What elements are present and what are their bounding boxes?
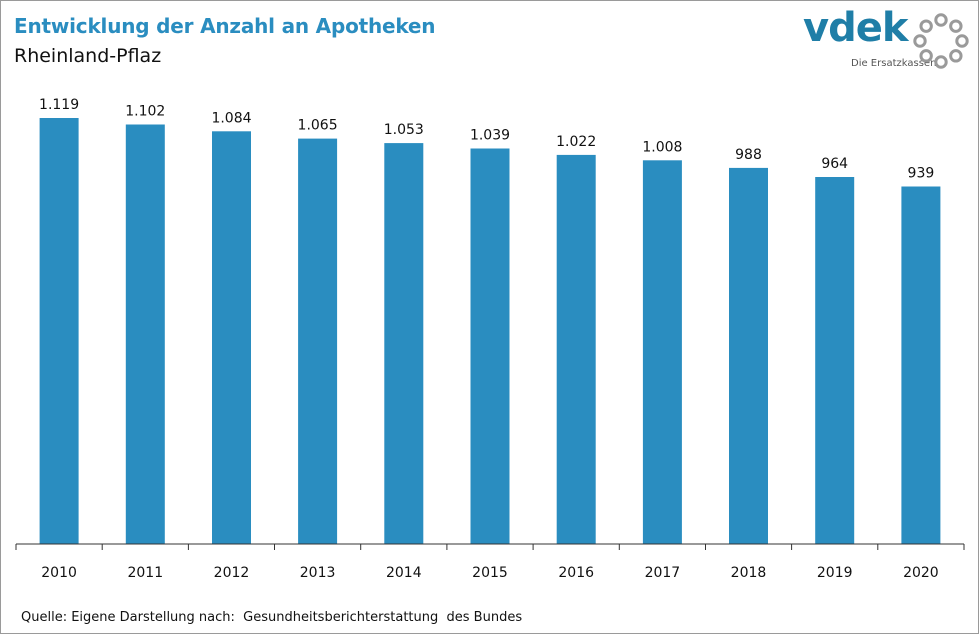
data-label-2017: 1.008 xyxy=(642,139,682,155)
data-label-2012: 1.084 xyxy=(211,110,251,126)
x-tick-label-2017: 2017 xyxy=(645,565,681,581)
bar-2019 xyxy=(815,177,855,544)
data-label-2018: 988 xyxy=(735,147,762,163)
bar-2010 xyxy=(39,118,79,544)
bar-2015 xyxy=(470,148,510,544)
page-subtitle: Rheinland-Pflaz xyxy=(14,45,162,67)
logo-ring-dot xyxy=(949,19,963,33)
data-label-2011: 1.102 xyxy=(125,104,165,120)
source-note: Quelle: Eigene Darstellung nach: Gesundh… xyxy=(21,610,523,625)
x-tick-label-2016: 2016 xyxy=(558,565,594,581)
x-tick-label-2018: 2018 xyxy=(731,565,767,581)
logo-ring-dot xyxy=(949,49,963,63)
data-label-2014: 1.053 xyxy=(384,122,424,138)
page-title: Entwicklung der Anzahl an Apotheken xyxy=(14,14,436,38)
x-tick-label-2012: 2012 xyxy=(214,565,250,581)
bar-2011 xyxy=(125,124,165,544)
data-label-2013: 1.065 xyxy=(298,118,338,134)
bar-2012 xyxy=(212,131,251,545)
x-tick-label-2013: 2013 xyxy=(300,565,336,581)
data-label-2020: 939 xyxy=(908,166,935,182)
logo-ring-dot xyxy=(934,13,948,27)
x-tick-label-2019: 2019 xyxy=(817,565,853,581)
data-label-2015: 1.039 xyxy=(470,128,510,144)
logo-ring-dot xyxy=(955,34,969,48)
bar-2020 xyxy=(901,186,941,544)
vdek-logo: vdek Die Ersatzkassen xyxy=(801,5,971,73)
x-tick-label-2011: 2011 xyxy=(127,565,163,581)
bar-2018 xyxy=(729,167,768,544)
logo-tagline: Die Ersatzkassen xyxy=(851,58,937,69)
data-label-2016: 1.022 xyxy=(556,134,596,150)
x-tick-label-2014: 2014 xyxy=(386,565,422,581)
bar-2014 xyxy=(384,143,424,544)
logo-ring-dot xyxy=(934,55,948,69)
data-label-2010: 1.119 xyxy=(39,97,79,113)
bar-2017 xyxy=(642,160,682,545)
logo-ring-icon xyxy=(913,13,969,69)
data-label-2019: 964 xyxy=(821,156,848,172)
logo-ring-dot xyxy=(919,19,933,33)
x-tick-label-2010: 2010 xyxy=(41,565,77,581)
logo-ring-dot xyxy=(919,49,933,63)
x-tick-label-2015: 2015 xyxy=(472,565,508,581)
logo-wordmark: vdek xyxy=(803,5,908,51)
logo-ring-dot xyxy=(913,34,927,48)
bar-2013 xyxy=(298,138,338,544)
x-tick-label-2020: 2020 xyxy=(903,565,939,581)
bar-2016 xyxy=(556,154,596,544)
